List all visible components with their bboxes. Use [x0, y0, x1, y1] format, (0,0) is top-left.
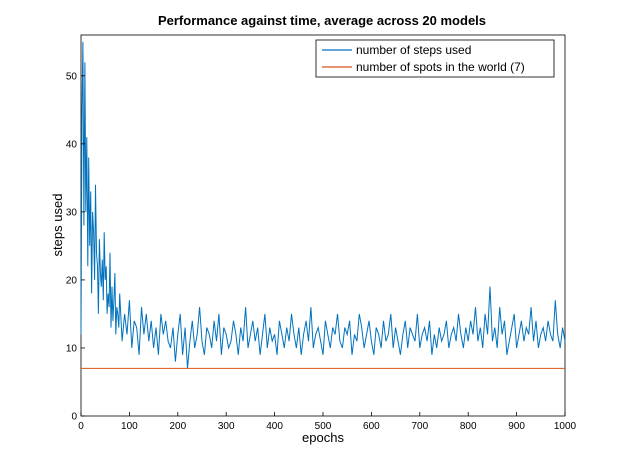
chart-title: Performance against time, average across… [158, 13, 486, 28]
y-axis-label: steps used [50, 194, 65, 257]
y-tick-label: 30 [66, 207, 78, 218]
legend-box [315, 39, 555, 78]
x-tick-label: 500 [315, 421, 332, 432]
plot-area [80, 34, 566, 417]
x-tick-label: 200 [169, 421, 186, 432]
x-tick-label: 300 [218, 421, 235, 432]
x-tick-label: 800 [460, 421, 477, 432]
y-tick-label: 40 [66, 139, 78, 150]
legend-label-spots: number of spots in the world (7) [356, 60, 525, 74]
series-layer [80, 41, 566, 369]
x-tick-label: 600 [363, 421, 380, 432]
x-tick-label: 400 [266, 421, 283, 432]
series-line-steps-used [80, 41, 566, 369]
x-tick-label: 0 [78, 421, 84, 432]
x-tick-label: 100 [121, 421, 138, 432]
y-tick-label: 20 [66, 275, 78, 286]
y-tick-label: 0 [71, 412, 77, 423]
y-tick-label: 50 [66, 71, 78, 82]
x-axis-label: epochs [302, 430, 344, 445]
ticks-layer: 0 100 200 300 400 500 600 700 800 900 1000 0 10 20 30 4… [66, 71, 577, 432]
legend-label-steps: number of steps used [356, 43, 471, 57]
x-tick-label: 1000 [554, 421, 577, 432]
legend: number of steps used number of spots in … [315, 39, 555, 78]
x-tick-label: 900 [508, 421, 525, 432]
y-tick-label: 10 [66, 343, 78, 354]
x-tick-label: 700 [411, 421, 428, 432]
